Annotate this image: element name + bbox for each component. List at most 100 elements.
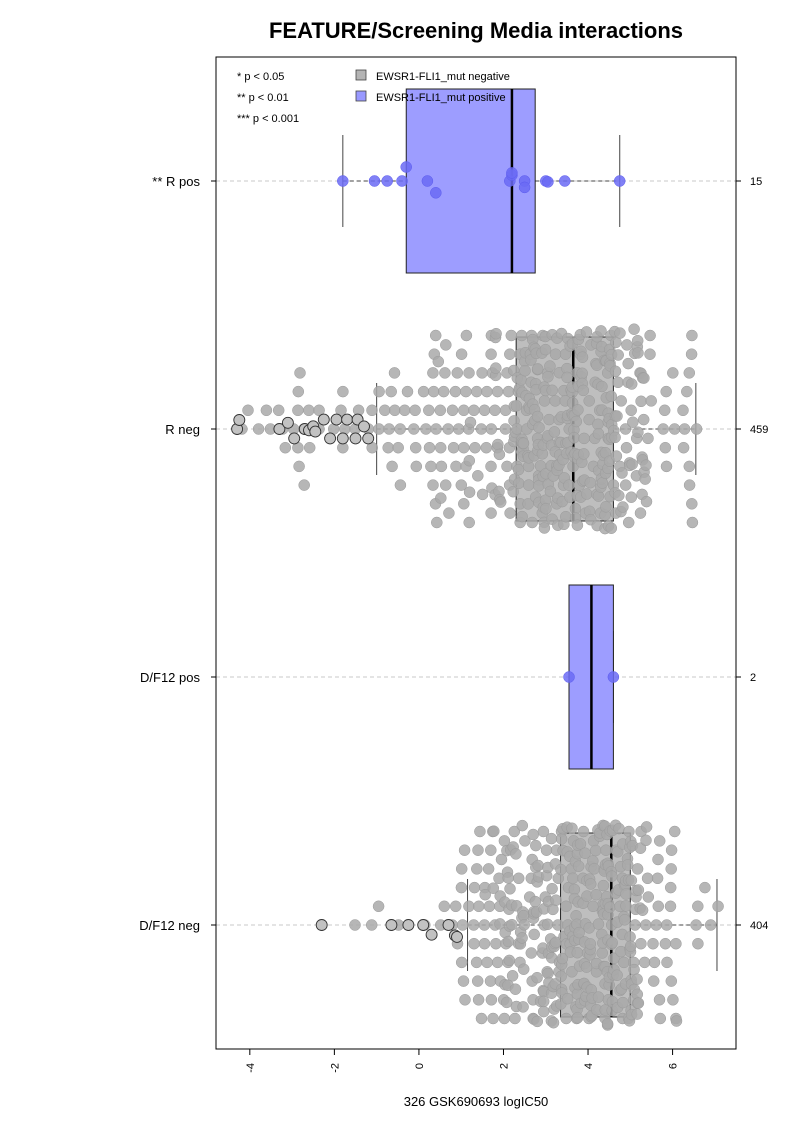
data-point xyxy=(576,351,589,363)
data-point xyxy=(383,423,395,435)
data-point xyxy=(509,1012,521,1025)
data-point xyxy=(484,975,497,987)
data-point xyxy=(677,404,689,417)
data-point xyxy=(458,844,471,856)
data-point xyxy=(463,454,476,467)
data-point xyxy=(427,367,439,379)
data-point xyxy=(634,842,647,854)
data-point xyxy=(458,404,470,417)
data-point xyxy=(458,498,470,510)
data-point xyxy=(394,479,407,491)
data-point xyxy=(373,385,385,398)
data-point xyxy=(665,844,678,856)
data-point xyxy=(435,460,448,473)
data-point xyxy=(502,935,515,948)
data-point xyxy=(618,956,630,969)
data-point xyxy=(640,834,652,847)
data-point xyxy=(519,835,531,847)
data-point xyxy=(476,367,488,379)
data-point xyxy=(516,819,529,832)
data-point xyxy=(526,516,538,529)
data-point xyxy=(567,872,579,885)
data-point xyxy=(472,994,485,1006)
data-point xyxy=(704,919,717,931)
data-point xyxy=(501,460,513,473)
data-point xyxy=(460,385,472,398)
data-point xyxy=(510,848,522,860)
data-point xyxy=(478,937,491,950)
data-point xyxy=(611,969,623,981)
data-point xyxy=(546,882,558,895)
data-point xyxy=(571,519,584,531)
data-point xyxy=(537,825,550,838)
data-point xyxy=(298,479,310,491)
data-point xyxy=(571,946,584,959)
outlier-point xyxy=(330,413,343,426)
data-point xyxy=(690,919,702,931)
data-point xyxy=(670,1015,683,1027)
data-point xyxy=(451,367,464,379)
data-point xyxy=(464,416,477,429)
data-point xyxy=(589,844,602,857)
data-point xyxy=(485,994,498,1006)
data-point xyxy=(516,932,528,944)
data-point xyxy=(511,423,523,435)
data-point xyxy=(668,825,681,838)
data-point xyxy=(420,423,432,435)
data-point xyxy=(456,919,469,931)
data-point xyxy=(580,961,593,973)
data-point xyxy=(542,371,554,383)
data-point xyxy=(579,847,591,859)
data-point xyxy=(578,448,590,460)
data-point xyxy=(612,376,624,389)
data-point xyxy=(440,339,452,351)
data-point xyxy=(635,937,647,950)
data-point xyxy=(478,919,491,931)
sig-legend-1: * p < 0.05 xyxy=(237,71,284,83)
data-point xyxy=(439,367,451,379)
data-point xyxy=(541,918,554,931)
outlier-point xyxy=(358,420,370,433)
data-point xyxy=(609,365,622,378)
data-point xyxy=(605,522,618,534)
data-point xyxy=(574,838,587,850)
data-point xyxy=(561,371,573,384)
data-point xyxy=(632,884,645,896)
data-point xyxy=(528,928,540,941)
data-point xyxy=(423,404,435,417)
data-point xyxy=(303,404,315,417)
data-point xyxy=(459,994,471,1006)
data-point xyxy=(472,470,484,482)
data-point xyxy=(626,458,638,470)
data-point xyxy=(596,947,608,959)
data-point xyxy=(683,479,696,491)
data-point xyxy=(427,385,440,398)
data-point xyxy=(504,507,516,519)
data-point xyxy=(559,175,571,187)
data-point xyxy=(533,421,545,434)
data-point xyxy=(504,348,516,360)
data-point xyxy=(421,175,434,187)
data-point xyxy=(490,362,502,374)
data-point xyxy=(659,937,672,950)
x-tick-label: 6 xyxy=(668,1063,680,1069)
data-point xyxy=(471,975,484,987)
data-point xyxy=(455,881,468,894)
data-point xyxy=(640,821,653,833)
data-point xyxy=(613,489,625,502)
data-point xyxy=(365,919,378,931)
data-point xyxy=(583,395,595,407)
data-point xyxy=(516,510,528,523)
data-point xyxy=(470,385,483,398)
data-point xyxy=(652,853,664,866)
outlier-point xyxy=(451,930,463,943)
data-point xyxy=(644,348,656,360)
data-point xyxy=(555,970,567,983)
data-point xyxy=(600,844,612,856)
data-point xyxy=(473,900,485,913)
series-legend: EWSR1-FLI1_mut negative EWSR1-FLI1_mut p… xyxy=(355,69,510,104)
data-point xyxy=(505,329,518,342)
data-point xyxy=(592,991,605,1003)
data-point xyxy=(452,423,465,435)
data-point xyxy=(392,441,404,454)
